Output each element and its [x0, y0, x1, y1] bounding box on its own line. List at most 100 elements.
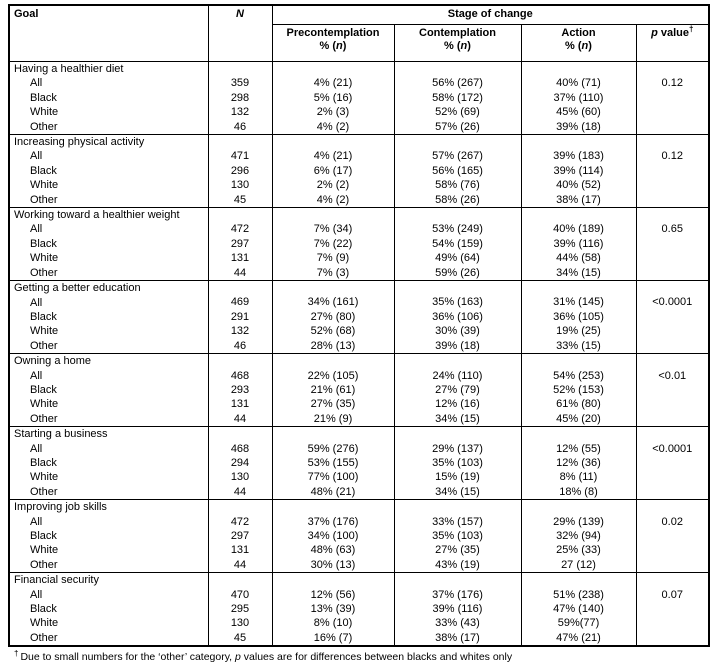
value: 35% (103): [432, 456, 483, 469]
n-cell: 468 294 130 44: [207, 426, 273, 501]
value: 12% (55): [556, 442, 601, 455]
contemplation-cell: 33% (157) 35% (103) 27% (35) 43% (19): [393, 499, 522, 574]
value: 34% (15): [435, 412, 480, 425]
value: 59% (276): [307, 442, 359, 455]
spacer: [209, 281, 272, 295]
action-cell: 40% (189) 39% (116) 44% (58) 34% (15): [520, 207, 637, 282]
n-cell: 470 295 130 45: [207, 572, 273, 647]
value: 131: [230, 398, 250, 411]
contemplation-cell: 29% (137) 35% (103) 15% (19) 34% (15): [393, 426, 522, 501]
value: 40% (189): [553, 223, 604, 236]
value: 58% (76): [435, 179, 480, 192]
value: 44: [233, 485, 247, 498]
value: 35% (103): [432, 529, 483, 542]
race-label: White: [30, 617, 59, 630]
column-header-goal: Goal: [8, 4, 209, 62]
spacer: [637, 500, 709, 514]
spacer: [637, 427, 709, 441]
action-cell: 31% (145) 36% (105) 19% (25) 33% (15): [520, 280, 637, 355]
spacer: [522, 354, 636, 368]
unit-open: % (: [444, 40, 461, 52]
value: 34% (161): [307, 296, 359, 309]
p-value-cell: <0.0001: [635, 280, 710, 355]
precontemplation-cell: 37% (176) 34% (100) 48% (63) 30% (13): [271, 499, 395, 574]
spacer: [209, 62, 272, 76]
value: 21% (61): [310, 383, 356, 396]
goal-name: Starting a business: [14, 428, 108, 441]
value: 22% (105): [307, 369, 359, 382]
contemplation-label: Contemplation: [419, 27, 496, 39]
value: 45% (20): [556, 412, 601, 425]
contemplation-cell: 37% (176) 39% (116) 33% (43) 38% (17): [393, 572, 522, 647]
race-label: Black: [30, 383, 57, 396]
goal-cell: Getting a better education All Black White O…: [8, 280, 209, 355]
spacer: [273, 135, 394, 149]
value: 4% (21): [313, 150, 353, 163]
column-header-precontemplation: Precontemplation % (n): [271, 24, 395, 62]
p-value: 0.12: [661, 77, 683, 90]
value: 27% (35): [435, 544, 480, 557]
percent-n-unit: % (n): [275, 40, 392, 53]
race-label: Other: [30, 339, 58, 352]
value: 19% (25): [556, 325, 601, 338]
value: 77% (100): [307, 471, 359, 484]
value: 38% (17): [435, 631, 480, 644]
value: 61% (80): [556, 398, 601, 411]
value: 52% (69): [435, 106, 480, 119]
value: 25% (33): [556, 544, 601, 557]
spacer: [637, 354, 709, 368]
p-value-cell: 0.12: [635, 134, 710, 209]
value: 12% (36): [556, 456, 601, 469]
action-cell: 51% (238) 47% (140) 59%(77) 47% (21): [520, 572, 637, 647]
race-label: Black: [30, 456, 57, 469]
p-value-cell: 0.07: [635, 572, 710, 647]
value: 39% (18): [556, 120, 601, 133]
value: 130: [230, 617, 250, 630]
contemplation-cell: 24% (110) 27% (79) 12% (16) 34% (15): [393, 353, 522, 428]
spacer: [395, 62, 521, 76]
footnote: † Due to small numbers for the ‘other’ ca…: [14, 648, 713, 664]
value: 471: [230, 150, 250, 163]
value: 359: [230, 77, 250, 90]
value: 7% (22): [313, 237, 353, 250]
race-label: All: [30, 296, 43, 309]
value: 33% (15): [556, 339, 601, 352]
goal-cell: Financial security All Black White Other: [8, 572, 209, 647]
value: 7% (9): [316, 252, 350, 265]
value: 44: [233, 266, 247, 279]
value: 130: [230, 179, 250, 192]
value: 298: [230, 91, 250, 104]
value: 31% (145): [553, 296, 604, 309]
value: 49% (64): [435, 252, 480, 265]
value: 24% (110): [432, 369, 483, 382]
spacer: [209, 500, 272, 514]
precontemplation-cell: 59% (276) 53% (155) 77% (100) 48% (21): [271, 426, 395, 501]
goal-section-row: Starting a business All Black White Other 468…: [8, 426, 710, 501]
value: 2% (3): [316, 106, 350, 119]
value: 6% (17): [313, 164, 353, 177]
goal-name: Owning a home: [14, 355, 92, 368]
value: 132: [230, 325, 250, 338]
action-cell: 12% (55) 12% (36) 8% (11) 18% (8): [520, 426, 637, 501]
value: 297: [230, 529, 250, 542]
n-cell: 468 293 131 44: [207, 353, 273, 428]
race-label: Other: [30, 193, 58, 206]
race-label: Other: [30, 412, 58, 425]
unit-close: ): [467, 40, 471, 52]
goal-cell: Starting a business All Black White Other: [8, 426, 209, 501]
value: 13% (39): [310, 603, 356, 616]
action-cell: 39% (183) 39% (114) 40% (52) 38% (17): [520, 134, 637, 209]
value: 8% (10): [313, 617, 353, 630]
value: 293: [230, 383, 250, 396]
value: 46: [233, 120, 247, 133]
race-label: White: [30, 398, 59, 411]
value: 58% (172): [432, 91, 483, 104]
goal-section-row: Increasing physical activity All Black Whit…: [8, 134, 710, 209]
race-label: White: [30, 106, 59, 119]
dagger-icon: †: [14, 648, 19, 658]
value: 59% (26): [435, 266, 480, 279]
goal-cell: Having a healthier diet All Black White Othe…: [8, 60, 209, 136]
value: 295: [230, 603, 250, 616]
spacer: [395, 573, 521, 587]
race-label: Black: [30, 91, 57, 104]
